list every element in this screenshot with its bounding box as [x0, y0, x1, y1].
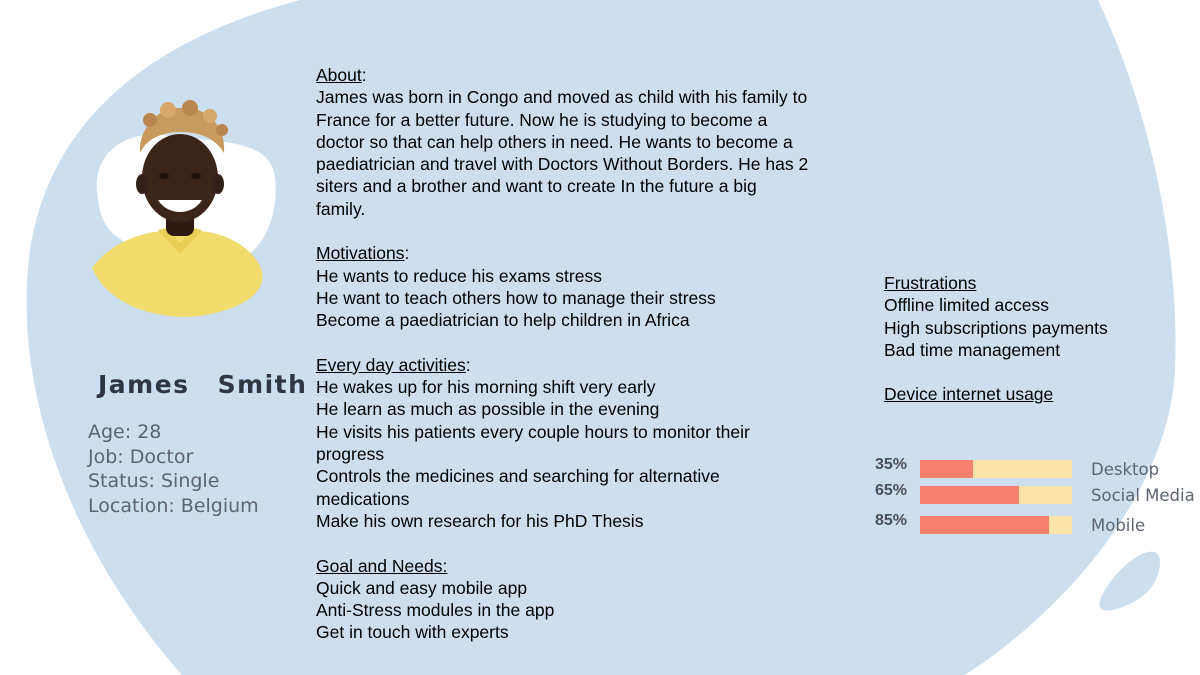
motivations-heading: Motivations:: [316, 243, 410, 264]
activity-item: progress: [316, 444, 385, 465]
goal-item: Anti-Stress modules in the app: [316, 600, 555, 621]
activities-heading: Every day activities:: [316, 354, 471, 375]
device-usage-heading: Device internet usage: [884, 384, 1054, 405]
status-text: Status: Single: [88, 470, 220, 492]
persona-details: Age: 28 Job: Doctor Status: Single Locat…: [88, 420, 259, 518]
activity-item: He wakes up for his morning shift very e…: [316, 377, 656, 398]
activity-item: Controls the medicines and searching for…: [316, 466, 720, 487]
location-text: Location: Belgium: [88, 494, 259, 517]
activity-item: medications: [316, 488, 410, 509]
about-heading: About:: [316, 65, 367, 85]
small-blob-shape: [1099, 551, 1160, 611]
device-usage-chart: 35% Desktop 65% Social Media 85% Mobile: [870, 456, 1200, 546]
about-line: siters and a brother and want to create …: [316, 176, 757, 197]
age-text: Age: 28: [88, 421, 162, 443]
usage-bar-fill: [920, 486, 1019, 504]
about-line: France for a better future. Now he is st…: [316, 109, 768, 130]
motivation-item: Become a paediatrician to help children …: [316, 310, 690, 331]
collar: [158, 228, 202, 254]
about-line: paediatrician and travel with Doctors Wi…: [316, 154, 809, 175]
about-line: family.: [316, 198, 366, 219]
frustration-item: High subscriptions payments: [884, 317, 1108, 338]
frustrations-section: Frustrations Offline limited access High…: [884, 272, 1108, 406]
usage-bar-track: [920, 460, 1072, 478]
usage-percent: 35%: [875, 456, 908, 473]
persona-content: About: James was born in Congo and moved…: [316, 64, 856, 644]
goals-heading: Goal and Needs:: [316, 555, 448, 576]
usage-bar-track: [920, 486, 1072, 504]
hair: [139, 107, 225, 153]
usage-device-label: Desktop: [1091, 460, 1160, 479]
smile: [158, 200, 202, 212]
first-name: James: [98, 370, 190, 399]
usage-bar-fill: [920, 516, 1050, 534]
persona-name: James Smith: [98, 370, 306, 399]
usage-percent: 65%: [875, 482, 908, 499]
ear-left: [136, 174, 148, 194]
frustrations-heading: Frustrations: [884, 273, 977, 293]
usage-device-label: Mobile: [1091, 516, 1146, 535]
usage-bar-fill: [920, 460, 974, 478]
goal-item: Get in touch with experts: [316, 622, 509, 643]
main-blob-shape: [26, 0, 1176, 675]
last-name: Smith: [217, 370, 308, 399]
activity-item: He learn as much as possible in the even…: [316, 399, 660, 420]
activity-item: He visits his patients every couple hour…: [316, 421, 750, 442]
goal-item: Quick and easy mobile app: [316, 577, 528, 598]
about-line: doctor so that can help others in need. …: [316, 131, 793, 152]
persona-photo: [92, 100, 276, 317]
motivation-item: He want to teach others how to manage th…: [316, 287, 716, 308]
usage-percent: 85%: [875, 512, 908, 529]
activity-item: Make his own research for his PhD Thesis: [316, 510, 644, 531]
motivation-item: He wants to reduce his exams stress: [316, 265, 602, 286]
eye-right: [191, 173, 201, 179]
shirt: [92, 231, 263, 317]
usage-bar-track: [920, 516, 1072, 534]
frustration-item: Offline limited access: [884, 295, 1050, 316]
about-line: James was born in Congo and moved as chi…: [316, 87, 808, 108]
ear-right: [212, 174, 224, 194]
eye-left: [159, 173, 169, 179]
frustration-item: Bad time management: [884, 339, 1061, 360]
job-text: Job: Doctor: [88, 445, 194, 468]
usage-device-label: Social Media: [1091, 486, 1195, 505]
